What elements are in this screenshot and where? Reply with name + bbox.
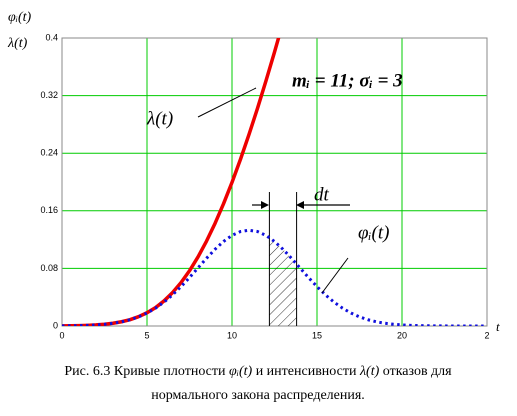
series-line	[62, 38, 281, 326]
series-line	[62, 228, 487, 326]
caption: Рис. 6.3 Кривые плотности φᵢ(t) и интенс…	[64, 364, 452, 379]
caption: нормального закона распределения.	[151, 388, 365, 403]
leader-line	[321, 257, 349, 294]
y-label: λ(t)	[7, 36, 28, 51]
y-tick-label: 0.16	[40, 205, 58, 215]
x-tick-label: 2	[484, 330, 489, 340]
series-label: φᵢ(t)	[358, 222, 389, 243]
dt-arrowhead	[296, 201, 304, 209]
caption-text: отказов для	[379, 364, 452, 379]
caption-text: и интенсивности	[252, 364, 360, 379]
dt-arrowhead	[261, 201, 269, 209]
params-annotation: mᵢ = 11; σᵢ = 3	[292, 70, 403, 91]
x-label: t	[496, 319, 500, 334]
y-tick-label: 0.08	[40, 263, 58, 273]
y-label: φᵢ(t)	[8, 10, 32, 25]
x-tick-label: 20	[397, 330, 407, 340]
y-tick-label: 0.24	[40, 148, 58, 158]
series-label: λ(t)	[146, 108, 173, 129]
caption-math: λ(t)	[359, 364, 380, 379]
dt-annotation: dt	[314, 184, 330, 205]
y-tick-label: 0.32	[40, 90, 58, 100]
caption-math: φᵢ(t)	[229, 364, 253, 379]
x-tick-label: 5	[144, 330, 149, 340]
y-tick-label: 0.4	[45, 32, 58, 42]
caption-text: Рис. 6.3 Кривые плотности	[64, 364, 229, 379]
leader-line	[197, 87, 257, 118]
marks	[62, 38, 487, 326]
y-tick-label: 0	[53, 320, 58, 330]
x-tick-label: 10	[227, 330, 237, 340]
x-tick-label: 0	[59, 330, 64, 340]
x-tick-label: 15	[312, 330, 322, 340]
